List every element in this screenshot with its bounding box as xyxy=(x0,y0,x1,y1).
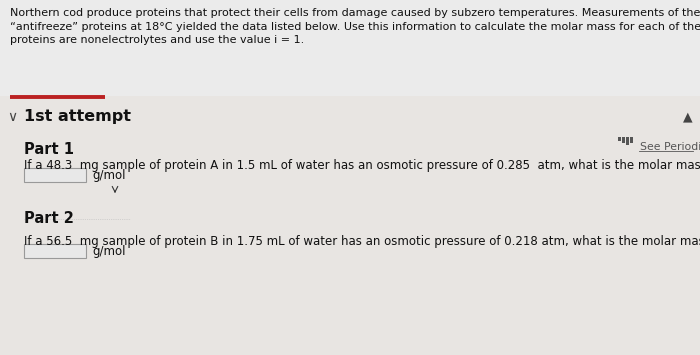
Bar xyxy=(630,137,633,143)
Text: ▲: ▲ xyxy=(683,110,693,123)
Bar xyxy=(24,244,86,258)
Text: If a 48.3  mg sample of protein A in 1.5 mL of water has an osmotic pressure of : If a 48.3 mg sample of protein A in 1.5 … xyxy=(24,159,700,172)
Text: If a 56.5  mg sample of protein B in 1.75 mL of water has an osmotic pressure of: If a 56.5 mg sample of protein B in 1.75… xyxy=(24,235,700,248)
Bar xyxy=(618,137,621,141)
Bar xyxy=(622,137,625,143)
Text: Part 2: Part 2 xyxy=(24,211,74,226)
Text: ∨: ∨ xyxy=(7,110,17,124)
Text: 1st attempt: 1st attempt xyxy=(24,109,131,124)
Bar xyxy=(24,168,86,182)
Text: Part 1: Part 1 xyxy=(24,142,74,157)
Text: “antifreeze” proteins at 18°C yielded the data listed below. Use this informatio: “antifreeze” proteins at 18°C yielded th… xyxy=(10,22,700,32)
Text: proteins are nonelectrolytes and use the value i = 1.: proteins are nonelectrolytes and use the… xyxy=(10,35,304,45)
Text: g/mol: g/mol xyxy=(92,245,125,257)
Bar xyxy=(0,0,700,96)
Text: See Periodic Table: See Periodic Table xyxy=(640,142,700,152)
Text: g/mol: g/mol xyxy=(92,169,125,181)
Bar xyxy=(626,137,629,145)
Text: Northern cod produce proteins that protect their cells from damage caused by sub: Northern cod produce proteins that prote… xyxy=(10,8,700,18)
Bar xyxy=(0,96,700,355)
